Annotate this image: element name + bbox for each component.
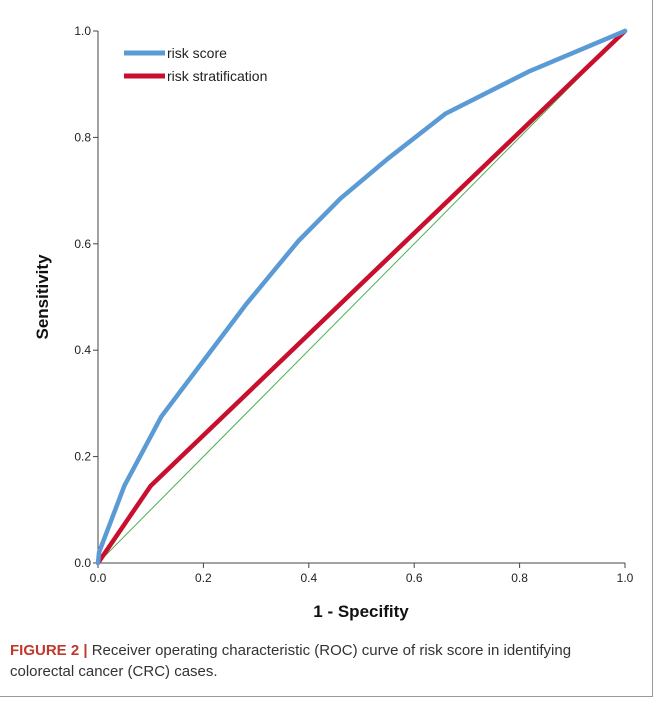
y-tick-label: 1.0 bbox=[74, 24, 91, 38]
y-tick-label: 0.8 bbox=[74, 130, 91, 144]
roc-chart: 0.0 0.2 0.4 0.6 0.8 1.0 0.0 0.2 0.4 0.6 0.8 1.0 ri… bbox=[33, 24, 634, 621]
series-line-risk-score bbox=[95, 28, 628, 566]
legend-label: risk score bbox=[167, 45, 227, 61]
legend: risk score risk stratification bbox=[124, 45, 267, 84]
y-axis-title: Sensitivity bbox=[33, 254, 52, 340]
x-tick-label: 1.0 bbox=[617, 571, 634, 585]
x-tick-label: 0.4 bbox=[300, 571, 317, 585]
x-tick-label: 0.6 bbox=[406, 571, 423, 585]
y-ticks: 0.0 0.2 0.4 0.6 0.8 1.0 bbox=[74, 24, 98, 570]
x-tick-label: 0.8 bbox=[511, 571, 528, 585]
figure-caption-text: Receiver operating characteristic (ROC) … bbox=[10, 642, 572, 680]
x-tick-label: 0.2 bbox=[195, 571, 212, 585]
x-tick-label: 0.0 bbox=[90, 571, 107, 585]
figure-caption: FIGURE 2 | Receiver operating characteri… bbox=[10, 640, 630, 682]
legend-label: risk stratification bbox=[167, 68, 267, 84]
plot-area bbox=[95, 28, 628, 566]
figure-frame bbox=[0, 0, 653, 697]
series-line-risk-stratification bbox=[95, 28, 628, 566]
x-ticks: 0.0 0.2 0.4 0.6 0.8 1.0 bbox=[90, 563, 634, 585]
y-tick-label: 0.2 bbox=[74, 450, 91, 464]
y-tick-label: 0.4 bbox=[74, 343, 91, 357]
x-axis-title: 1 - Specifity bbox=[313, 602, 409, 621]
y-tick-label: 0.0 bbox=[74, 556, 91, 570]
y-tick-label: 0.6 bbox=[74, 237, 91, 251]
figure-label: FIGURE 2 | bbox=[10, 642, 88, 659]
reference-line bbox=[97, 30, 626, 564]
